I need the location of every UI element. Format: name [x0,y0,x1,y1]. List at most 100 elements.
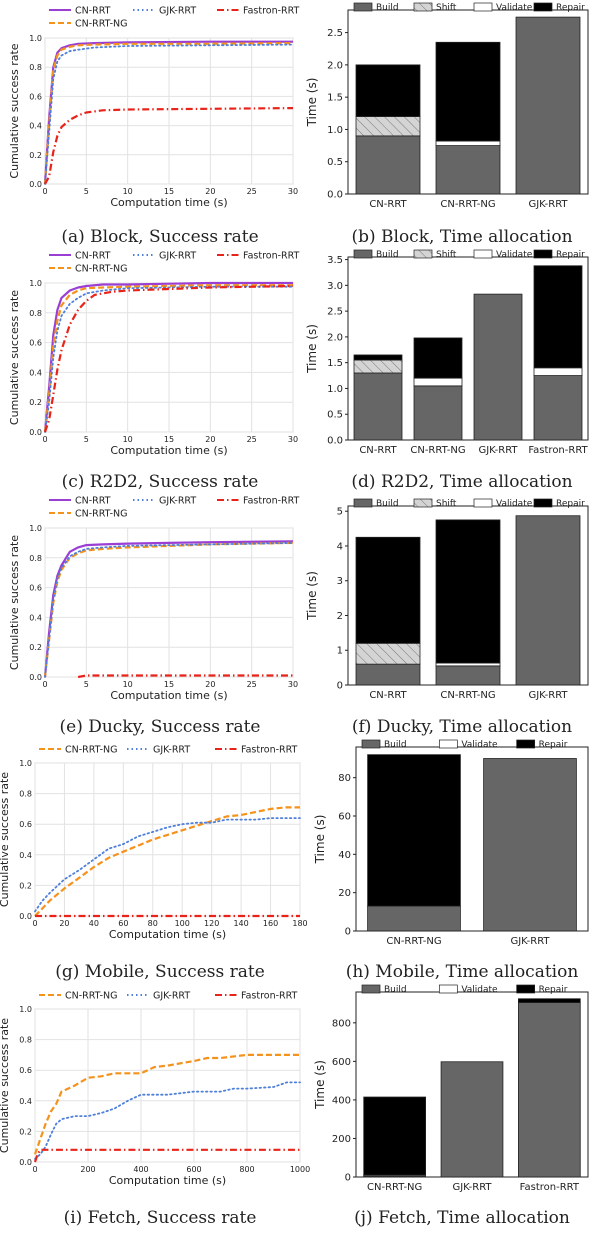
legend-label: Fastron-RRT [241,745,298,756]
legend-label: Validate [496,499,533,509]
panel-caption: (g) Mobile, Success rate [55,962,265,982]
y-tick-label: 0.0 [19,1158,32,1167]
series-line-cn-rrt-ng [43,541,294,678]
y-axis-label: Time (s) [313,815,327,865]
y-tick-label: 0.0 [19,912,32,921]
panel-5: 0 5 10 15 20 25 30 0.0 0.2 0.4 0.6 0.8 1.0 Computatio… [8,496,300,738]
bar-segment-build [413,385,463,441]
y-tick-label: 0.4 [19,1097,32,1106]
panel-8: 0 20 40 60 80 Time (s) CN-RRT-NG GJK-RRT Build Va… [313,739,589,982]
x-tick-label: 600 [186,1165,201,1174]
legend-swatch [438,984,458,994]
y-tick-label: 400 [332,1095,351,1106]
legend-label: Build [376,499,399,509]
y-tick-label: 2 [337,611,343,622]
series-line-gjk-rrt [34,1081,301,1160]
bar-segment-build [518,1002,581,1178]
y-tick-label: 0.6 [29,339,42,348]
y-tick-label: 3 [337,576,343,587]
legend-label: GJK-RRT [153,991,190,1002]
panel-caption: (e) Ducky, Success rate [60,717,261,737]
x-tick-label: CN-RRT-NG [440,199,495,210]
x-tick-label: 200 [80,1165,95,1174]
legend-label: CN-RRT [75,251,111,262]
series-line-cn-rrt [43,281,293,433]
bar-segment-repair [518,998,581,1003]
x-tick-label: 40 [89,919,99,928]
series-line-gjk-rrt [34,817,301,913]
legend-label: Repair [556,250,585,260]
x-tick-label: Fastron-RRT [528,445,588,456]
y-tick-label: 0.6 [19,820,32,829]
panel-caption: (c) R2D2, Success rate [62,472,259,492]
x-tick-label: 10 [123,680,133,689]
bar-segment-validate [413,377,463,387]
legend-label: Fastron-RRT [243,496,300,507]
y-tick-label: 5 [337,507,343,518]
bar-segment-repair [353,354,403,361]
legend-label: Fastron-RRT [241,991,298,1002]
x-tick-label: 180 [292,919,307,928]
y-tick-label: 2.5 [327,307,343,318]
legend-swatch [516,984,536,994]
y-tick-label: 0.2 [29,398,42,407]
series-line-cn-rrt-ng [34,806,300,917]
y-axis-label: Time (s) [313,1060,327,1110]
y-tick-label: 0.4 [29,368,42,377]
legend-label: CN-RRT [75,496,111,507]
x-tick-label: 80 [148,919,158,928]
y-tick-label: 0.8 [29,309,42,318]
x-tick-label: 20 [59,919,69,928]
bar-segment-repair [435,41,501,142]
y-tick-label: 0.6 [29,584,42,593]
bar-segment-build [367,905,461,932]
x-tick-label: 30 [288,187,298,196]
legend-swatch [438,739,458,749]
y-tick-label: 0.6 [19,1066,32,1075]
plot-area [34,762,301,917]
y-tick-label: 0.5 [327,410,343,421]
x-tick-label: 5 [84,187,89,196]
y-tick-label: 1.5 [327,93,343,104]
series-line-fastron-rrt [43,284,294,433]
bar-segment-build [473,293,523,441]
x-tick-label: 60 [118,919,128,928]
y-tick-label: 0.4 [29,613,42,622]
bar-segment-build [533,375,583,441]
series-line-gjk-rrt [44,43,294,185]
legend-label: CN-RRT-NG [75,264,128,275]
bar-segment-repair [367,754,461,907]
y-axis-label: Time (s) [305,324,319,374]
legend-label: CN-RRT-NG [75,19,128,30]
y-tick-label: 1.0 [19,1005,32,1014]
series-line-gjk-rrt [44,285,294,433]
x-tick-label: 15 [164,435,174,444]
panel-caption: (h) Mobile, Time allocation [346,962,579,982]
x-tick-label: 20 [205,680,215,689]
x-tick-label: 20 [205,435,215,444]
legend-label: Shift [436,3,457,13]
legend-swatch [473,249,493,259]
legend-swatch [361,739,381,749]
bar-segment-build [355,663,421,686]
x-tick-label: GJK-RRT [478,445,518,456]
y-tick-label: 1.0 [19,759,32,768]
x-tick-label: 800 [239,1165,254,1174]
legend-label: Fastron-RRT [243,6,300,17]
y-tick-label: 0.2 [29,151,42,160]
legend-label: CN-RRT-NG [75,509,128,520]
x-tick-label: 120 [204,919,219,928]
panel-caption: (j) Fetch, Time allocation [354,1208,570,1228]
bar-segment-repair [355,64,421,117]
series-line-cn-rrt-ng [33,1053,300,1155]
y-tick-label: 0.0 [29,673,42,682]
panel-4: 0.0 0.5 1.0 1.5 2.0 2.5 3.0 3.5 Time (s) CN-RRT CN… [305,249,589,492]
y-tick-label: 2.5 [327,28,343,39]
legend-swatch [353,2,373,12]
legend-label: CN-RRT-NG [65,745,118,756]
panel-caption: (b) Block, Time allocation [351,227,572,247]
bar-segment-build [515,515,581,686]
panel-1: 0 5 10 15 20 25 30 0.0 0.2 0.4 0.6 0.8 1.0 Computatio… [8,6,300,248]
legend-swatch [413,498,433,508]
y-tick-label: 0.2 [19,1127,32,1136]
